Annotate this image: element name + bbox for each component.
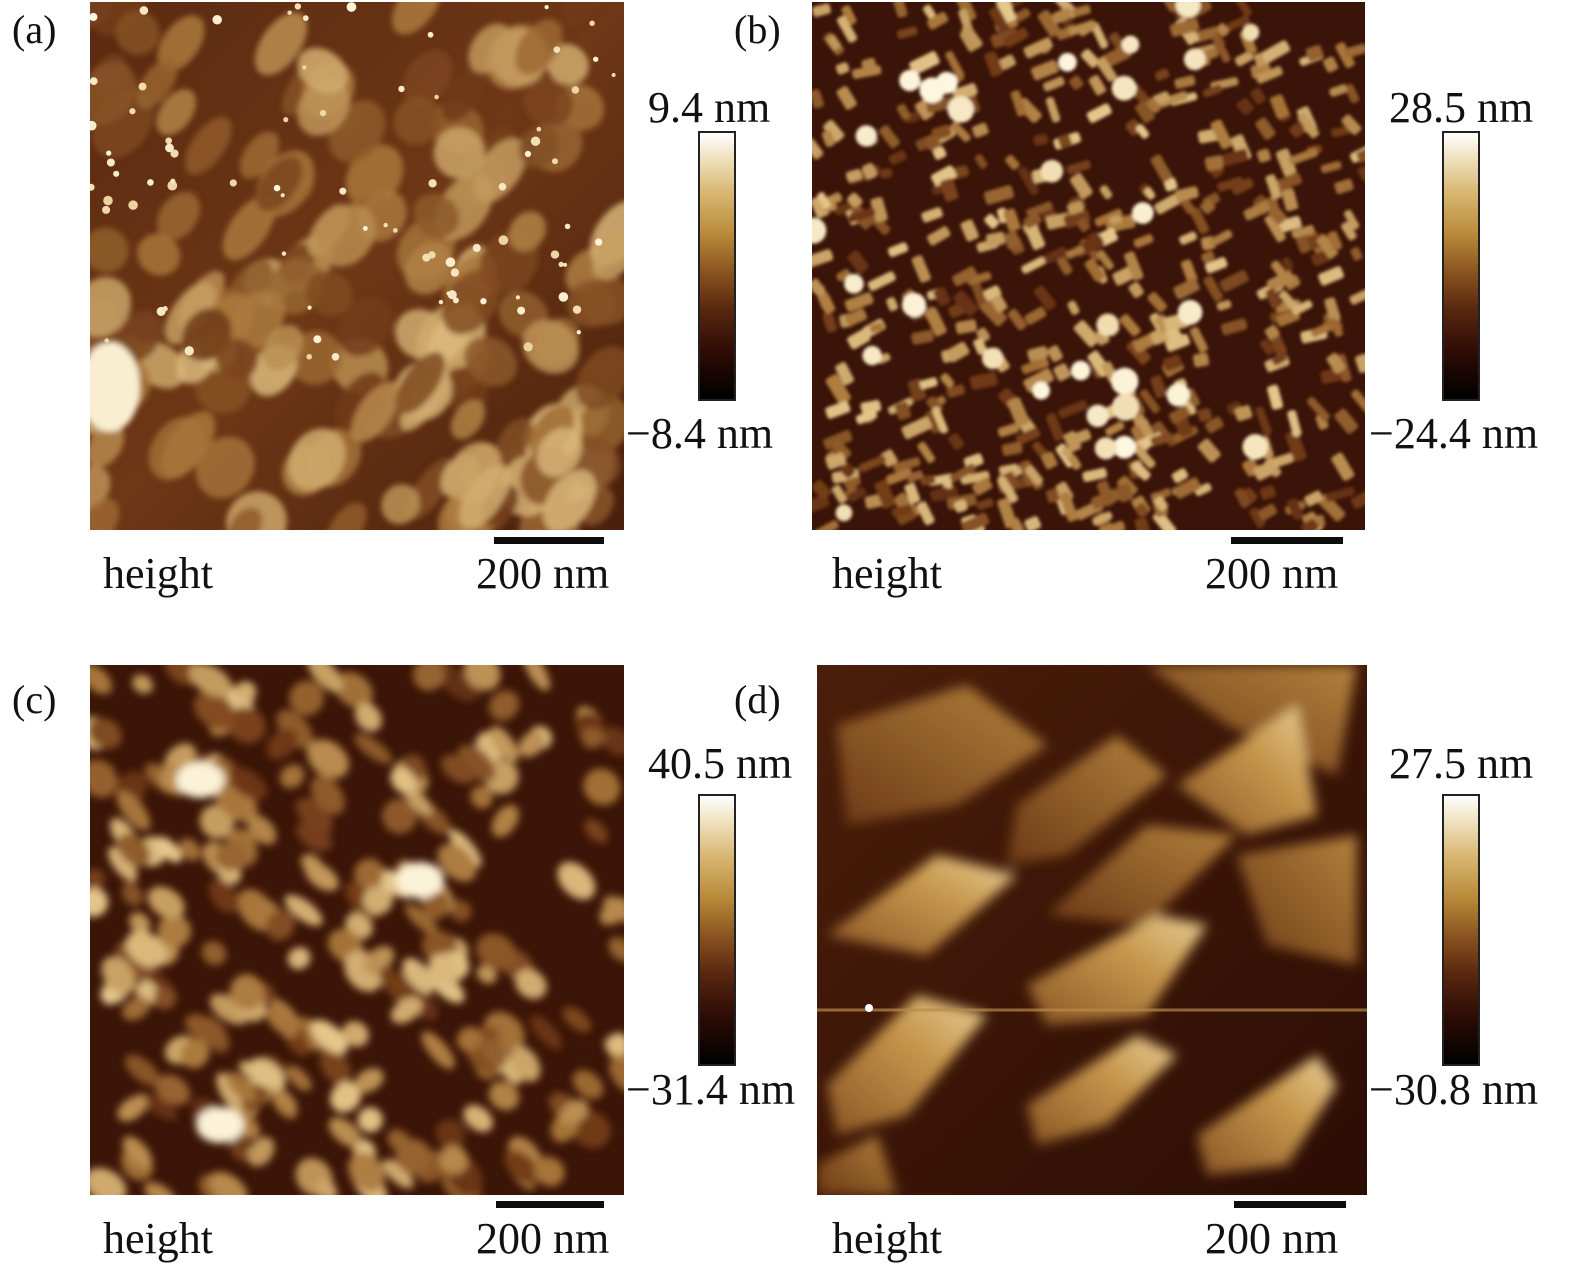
- colorbar: [698, 131, 736, 401]
- scale-bar: [494, 537, 604, 544]
- colorbar-max-label: 40.5 nm: [648, 739, 793, 788]
- colorbar-max-label: 28.5 nm: [1389, 83, 1534, 132]
- afm-height-image-c: [90, 665, 624, 1195]
- scale-bar: [496, 1201, 604, 1208]
- scale-bar-label: 200 nm: [1205, 1214, 1339, 1263]
- axis-label: height: [103, 549, 213, 598]
- scale-bar-label: 200 nm: [476, 549, 610, 598]
- colorbar: [698, 794, 736, 1066]
- scale-bar-label: 200 nm: [1205, 549, 1339, 598]
- colorbar-min-label: −8.4 nm: [626, 409, 774, 458]
- panel-label: (b): [734, 7, 781, 52]
- axis-label: height: [832, 1214, 942, 1263]
- scale-bar: [1231, 537, 1343, 544]
- colorbar: [1442, 794, 1480, 1066]
- scale-bar-label: 200 nm: [476, 1214, 610, 1263]
- afm-height-image-b: [812, 2, 1365, 530]
- colorbar-max-label: 27.5 nm: [1389, 739, 1534, 788]
- colorbar-max-label: 9.4 nm: [648, 83, 771, 132]
- panel-label: (d): [734, 677, 781, 722]
- afm-height-image-d: [817, 665, 1367, 1195]
- axis-label: height: [103, 1214, 213, 1263]
- colorbar-min-label: −24.4 nm: [1369, 409, 1539, 458]
- axis-label: height: [832, 549, 942, 598]
- panel-label: (c): [12, 677, 57, 722]
- panel-label: (a): [12, 7, 57, 52]
- scale-bar: [1234, 1201, 1346, 1208]
- colorbar: [1442, 131, 1480, 401]
- afm-height-image-a: [90, 2, 624, 530]
- colorbar-min-label: −30.8 nm: [1369, 1065, 1539, 1114]
- colorbar-min-label: −31.4 nm: [626, 1065, 796, 1114]
